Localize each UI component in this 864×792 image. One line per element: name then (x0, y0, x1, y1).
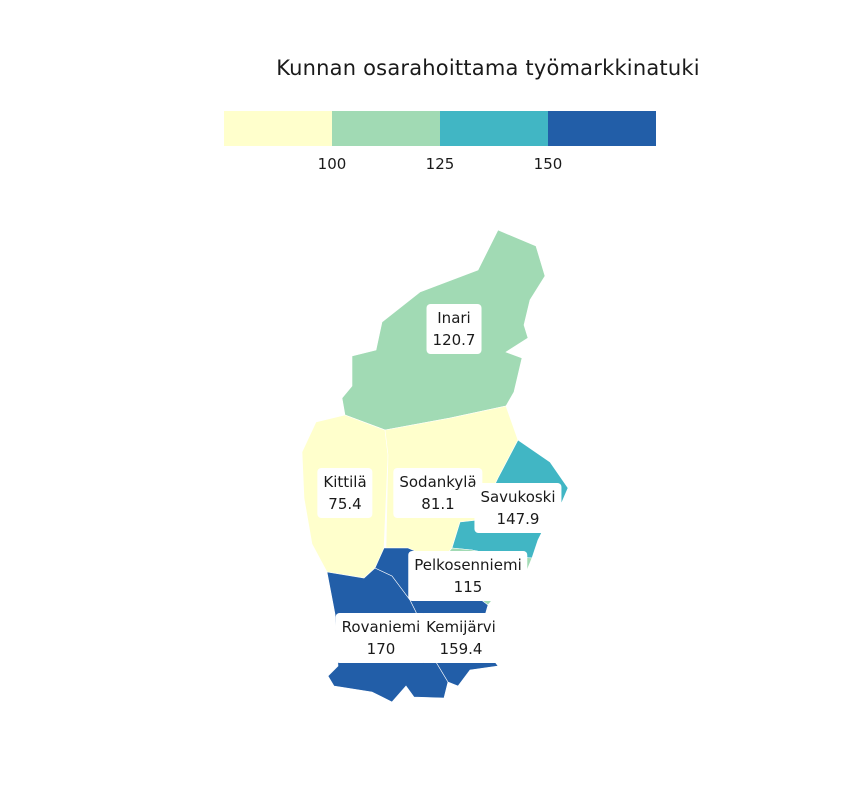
label-inari-value: 120.7 (432, 331, 476, 349)
label-inari: Inari 120.7 (426, 304, 482, 354)
label-kittila-name: Kittilä (323, 473, 367, 491)
label-savukoski-value: 147.9 (496, 510, 540, 528)
label-rovaniemi: Rovaniemi 170 (335, 613, 427, 663)
map-title: Kunnan osarahoittama työmarkkinatuki (276, 56, 700, 80)
label-pelkosenniemi: Pelkosenniemi 115 (408, 551, 528, 601)
label-kittila: Kittilä 75.4 (317, 468, 373, 518)
label-pelkosenniemi-value: 115 (453, 578, 483, 596)
legend-tick-125: 125 (425, 155, 455, 173)
label-sodankyla-value: 81.1 (421, 495, 455, 513)
label-rovaniemi-name: Rovaniemi (341, 618, 421, 636)
color-legend (224, 111, 656, 146)
label-savukoski: Savukoski 147.9 (474, 483, 562, 533)
label-inari-name: Inari (437, 309, 471, 327)
legend-swatch-4 (548, 111, 656, 146)
legend-swatch-1 (224, 111, 332, 146)
label-pelkosenniemi-name: Pelkosenniemi (414, 556, 522, 574)
legend-swatch-3 (440, 111, 548, 146)
label-savukoski-name: Savukoski (480, 488, 556, 506)
legend-tick-150: 150 (533, 155, 563, 173)
label-rovaniemi-value: 170 (366, 640, 396, 658)
legend-tick-100: 100 (317, 155, 347, 173)
label-sodankyla-name: Sodankylä (399, 473, 477, 491)
label-sodankyla: Sodankylä 81.1 (393, 468, 483, 518)
legend-swatch-2 (332, 111, 440, 146)
label-kemijarvi: Kemijärvi 159.4 (420, 613, 502, 663)
label-kemijarvi-name: Kemijärvi (426, 618, 496, 636)
label-kittila-value: 75.4 (328, 495, 362, 513)
label-kemijarvi-value: 159.4 (439, 640, 483, 658)
